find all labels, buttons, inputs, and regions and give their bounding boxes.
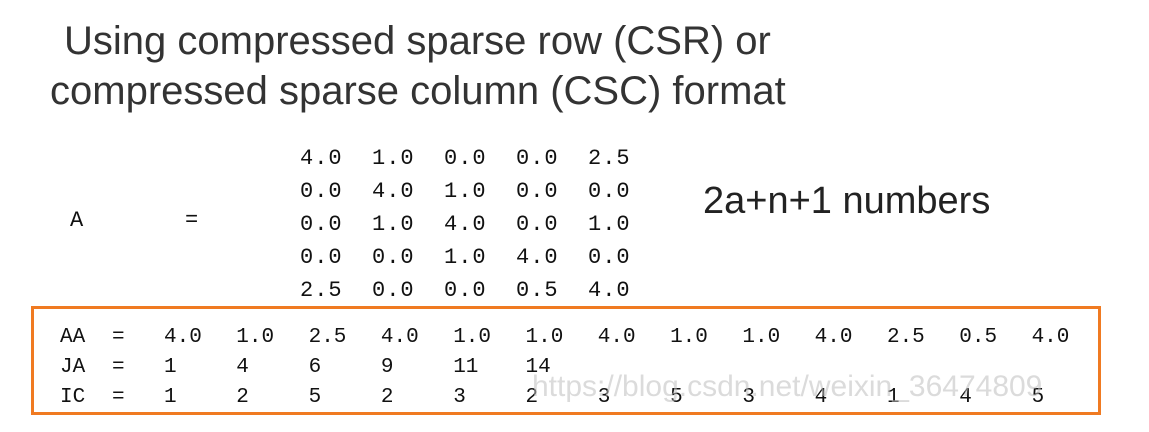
array-value: 1.0 bbox=[453, 325, 491, 349]
title-line-1: Using compressed sparse row (CSR) or bbox=[64, 19, 771, 63]
matrix-row: 0.0 0.0 1.0 4.0 0.0 bbox=[300, 241, 660, 274]
slide-title: Using compressed sparse row (CSR) or com… bbox=[50, 16, 950, 116]
matrix-cell: 2.5 bbox=[588, 146, 631, 171]
matrix-cell: 4.0 bbox=[372, 179, 415, 204]
matrix-cell: 1.0 bbox=[444, 179, 487, 204]
array-value: 1 bbox=[164, 385, 177, 409]
array-value: 1.0 bbox=[742, 325, 781, 349]
matrix-cell: 0.0 bbox=[588, 179, 631, 204]
array-value: 1 bbox=[886, 385, 900, 409]
array-value: 0.5 bbox=[959, 325, 998, 349]
array-values: 1 2 5 2 3 2 3 5 3 4 1 4 5 bbox=[164, 386, 1104, 409]
matrix-cell: 1.0 bbox=[588, 212, 631, 237]
array-value: 4.0 bbox=[164, 325, 202, 349]
array-value: 5 bbox=[1031, 385, 1045, 409]
array-value: 3 bbox=[742, 385, 755, 409]
array-label: IC bbox=[60, 385, 86, 409]
matrix-a: 4.0 1.0 0.0 0.0 2.5 0.0 4.0 1.0 0.0 0.0 … bbox=[300, 142, 660, 307]
matrix-cell: 0.0 bbox=[516, 212, 559, 237]
matrix-cell: 0.5 bbox=[516, 278, 559, 303]
matrix-cell: 0.0 bbox=[372, 278, 415, 303]
matrix-cell: 4.0 bbox=[300, 146, 343, 171]
array-value: 9 bbox=[380, 355, 394, 379]
array-value: 6 bbox=[308, 355, 322, 379]
array-value: 4 bbox=[814, 385, 828, 409]
array-value: 5 bbox=[308, 385, 322, 409]
array-value: 2.5 bbox=[308, 325, 347, 349]
title-line-2: compressed sparse column (CSC) format bbox=[50, 69, 786, 113]
array-value: 14 bbox=[525, 355, 551, 379]
array-row-ja: JA = 1 4 6 9 11 14 bbox=[60, 352, 598, 382]
array-value: 2 bbox=[236, 385, 249, 409]
matrix-row: 0.0 1.0 4.0 0.0 1.0 bbox=[300, 208, 660, 241]
array-value: 2 bbox=[525, 385, 539, 409]
array-value: 4.0 bbox=[380, 325, 419, 349]
matrix-cell: 2.5 bbox=[300, 278, 343, 303]
array-equals-sign: = bbox=[112, 355, 125, 379]
array-label: AA bbox=[60, 325, 86, 349]
array-label: JA bbox=[60, 355, 86, 379]
array-row-aa: AA = 4.0 1.0 2.5 4.0 1.0 1.0 4.0 1.0 1.0… bbox=[60, 322, 1104, 352]
csr-arrays-highlight-box bbox=[31, 306, 1101, 415]
array-value: 5 bbox=[670, 385, 683, 409]
array-value: 4.0 bbox=[597, 325, 636, 349]
array-value: 2.5 bbox=[886, 325, 925, 349]
matrix-cell: 0.0 bbox=[300, 212, 343, 237]
matrix-cell: 1.0 bbox=[372, 212, 415, 237]
matrix-equals-sign: = bbox=[185, 208, 199, 233]
array-value: 4 bbox=[236, 355, 249, 379]
matrix-cell: 0.0 bbox=[516, 146, 559, 171]
matrix-cell: 0.0 bbox=[300, 179, 343, 204]
matrix-cell: 4.0 bbox=[588, 278, 631, 303]
matrix-cell: 0.0 bbox=[444, 278, 487, 303]
matrix-cell: 4.0 bbox=[444, 212, 487, 237]
array-value: 4.0 bbox=[1031, 325, 1070, 349]
matrix-row: 2.5 0.0 0.0 0.5 4.0 bbox=[300, 274, 660, 307]
array-value: 4 bbox=[959, 385, 972, 409]
matrix-cell: 0.0 bbox=[444, 146, 487, 171]
array-value: 2 bbox=[380, 385, 394, 409]
array-values: 4.0 1.0 2.5 4.0 1.0 1.0 4.0 1.0 1.0 4.0 … bbox=[164, 326, 1104, 349]
array-value: 1.0 bbox=[670, 325, 708, 349]
matrix-row: 0.0 4.0 1.0 0.0 0.0 bbox=[300, 175, 660, 208]
array-value: 3 bbox=[597, 385, 611, 409]
matrix-cell: 1.0 bbox=[372, 146, 415, 171]
array-value: 1.0 bbox=[236, 325, 275, 349]
watermark-text: https://blog.csdn.net/weixin_36474809 bbox=[532, 370, 1043, 403]
matrix-cell: 0.0 bbox=[300, 245, 343, 270]
storage-count-note: 2a+n+1 numbers bbox=[703, 180, 991, 222]
matrix-cell: 0.0 bbox=[588, 245, 631, 270]
array-row-ic: IC = 1 2 5 2 3 2 3 5 3 4 1 4 5 bbox=[60, 382, 1104, 412]
array-value: 3 bbox=[453, 385, 466, 409]
array-value: 4.0 bbox=[814, 325, 853, 349]
array-value: 11 bbox=[453, 355, 479, 379]
array-value: 1 bbox=[164, 355, 177, 379]
array-values: 1 4 6 9 11 14 bbox=[164, 356, 598, 379]
array-equals-sign: = bbox=[112, 325, 125, 349]
matrix-cell: 0.0 bbox=[372, 245, 415, 270]
matrix-cell: 0.0 bbox=[516, 179, 559, 204]
matrix-row: 4.0 1.0 0.0 0.0 2.5 bbox=[300, 142, 660, 175]
matrix-cell: 4.0 bbox=[516, 245, 559, 270]
array-equals-sign: = bbox=[112, 385, 125, 409]
matrix-cell: 1.0 bbox=[444, 245, 487, 270]
array-value: 1.0 bbox=[525, 325, 564, 349]
matrix-name: A bbox=[70, 208, 84, 233]
